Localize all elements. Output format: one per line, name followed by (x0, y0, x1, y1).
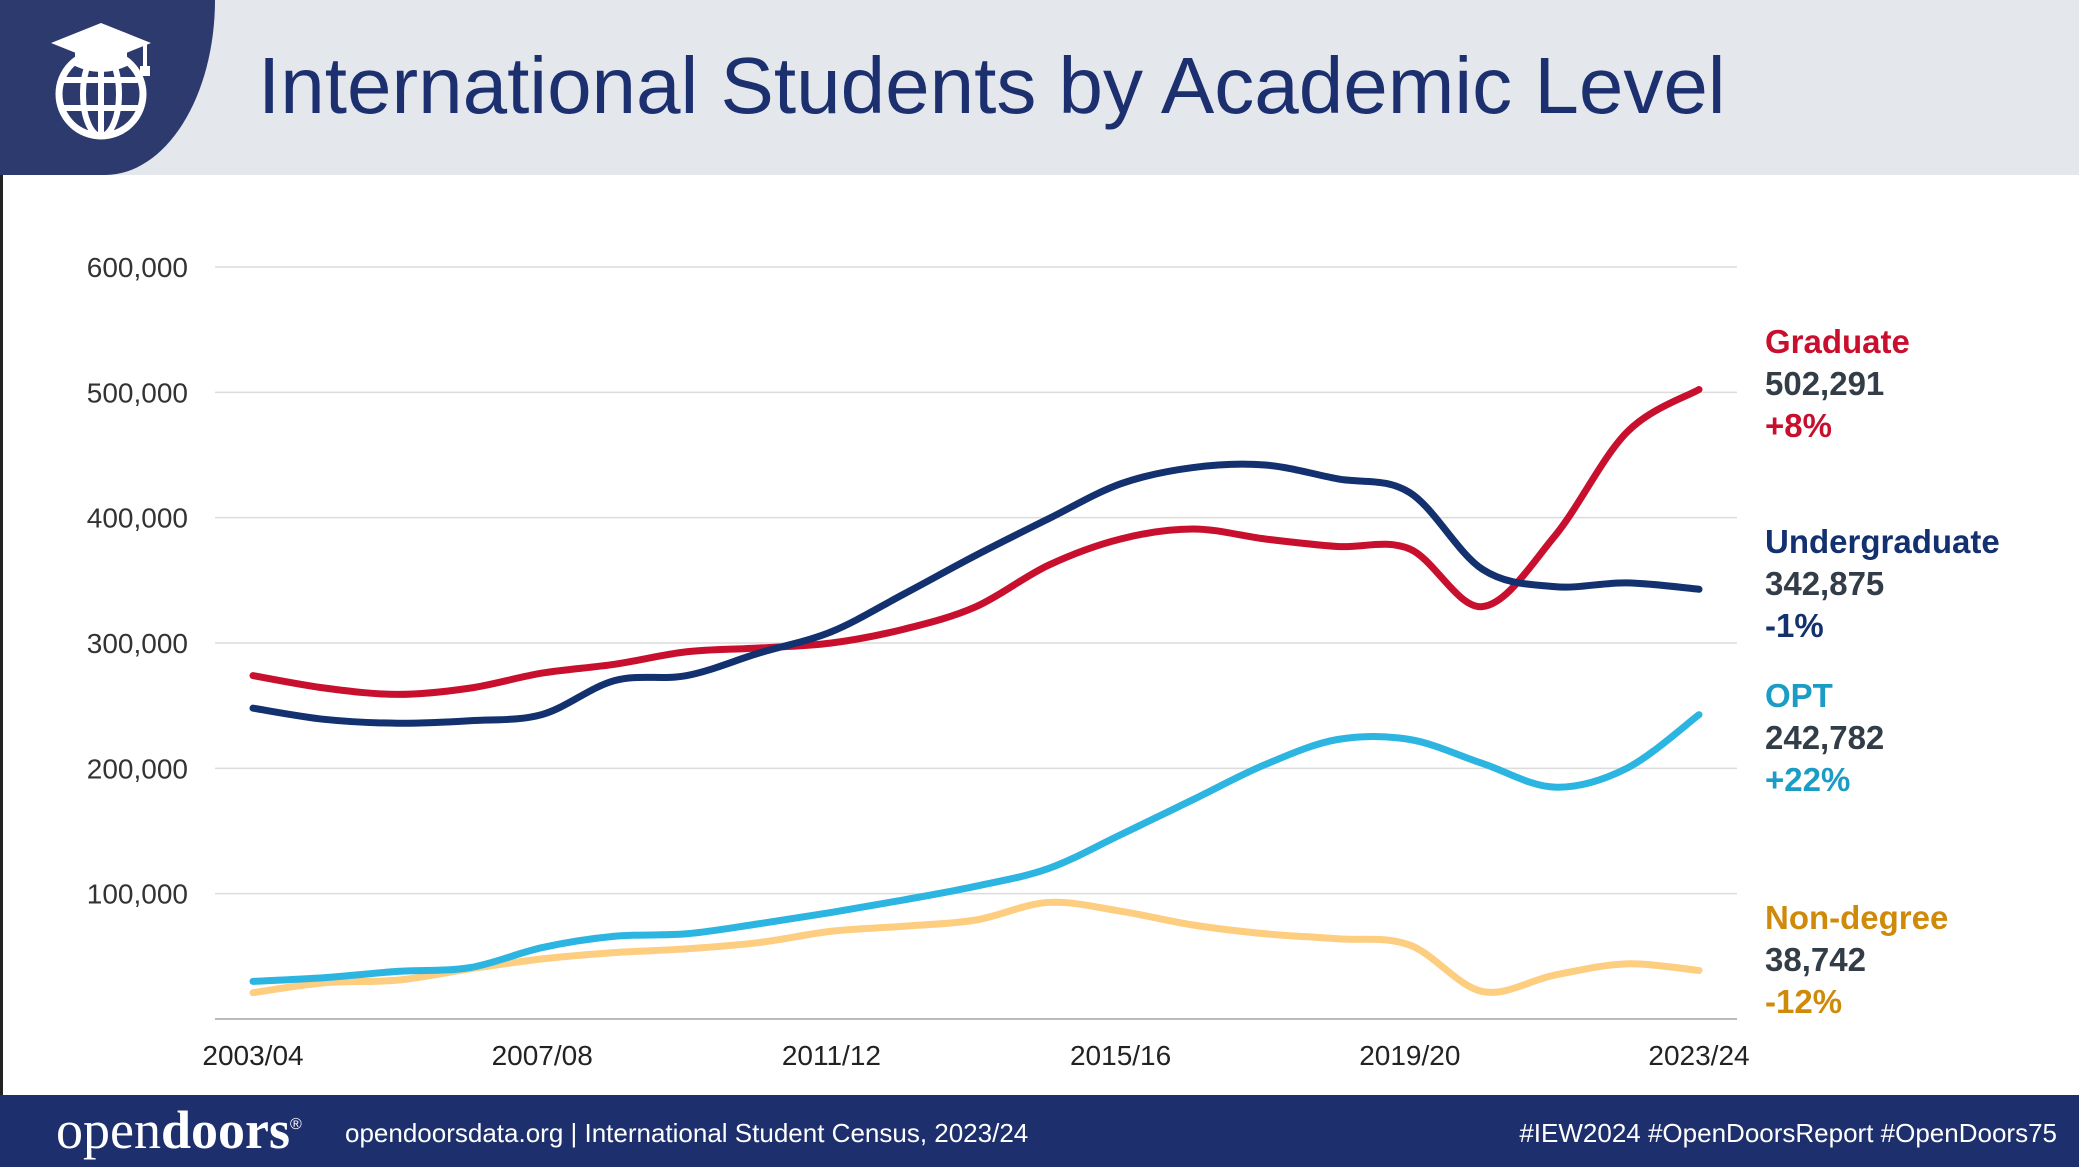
y-tick-label: 500,000 (87, 377, 188, 408)
series-value-label: 242,782 (1765, 719, 1884, 756)
series-lines (249, 385, 1703, 997)
header-bar: International Students by Academic Level (0, 0, 2079, 175)
x-tick-label: 2007/08 (492, 1040, 593, 1071)
x-tick-label: 2019/20 (1359, 1040, 1460, 1071)
series-line-graduate (249, 385, 1703, 698)
series-line-non-degree (249, 898, 1703, 997)
x-tick-label: 2011/12 (782, 1040, 881, 1071)
y-tick-label: 300,000 (87, 628, 188, 659)
grid-lines (215, 266, 1737, 1020)
series-name-label: Non-degree (1765, 899, 1948, 936)
series-value-label: 502,291 (1765, 365, 1884, 402)
y-tick-label: 400,000 (87, 503, 188, 534)
y-tick-label: 200,000 (87, 753, 188, 784)
series-line-opt (249, 711, 1703, 985)
hashtags: #IEW2024 #OpenDoorsReport #OpenDoors75 (1519, 1118, 2057, 1148)
y-tick-label: 100,000 (87, 879, 188, 910)
y-tick-label: 600,000 (87, 252, 188, 283)
series-name-label: OPT (1765, 677, 1833, 714)
series-value-label: 38,742 (1765, 941, 1866, 978)
opendoors-logo: opendoors® (56, 1100, 302, 1160)
x-tick-label: 2023/24 (1648, 1040, 1749, 1071)
x-tick-label: 2015/16 (1070, 1040, 1171, 1071)
y-axis-ticks: 100,000 200,000 300,000 400,000 500,000 600,0… (87, 252, 188, 910)
x-axis-ticks: 2003/04 2007/08 2011/12 2015/16 2019/20 2023/… (202, 1040, 1749, 1071)
graduation-globe-icon (51, 23, 151, 140)
series-name-label: Undergraduate (1765, 523, 2000, 560)
x-tick-label: 2003/04 (202, 1040, 303, 1071)
series-name-label: Graduate (1765, 323, 1910, 360)
series-change-label: +22% (1765, 761, 1850, 798)
series-value-label: 342,875 (1765, 565, 1884, 602)
series-line-undergraduate (249, 460, 1703, 727)
left-border (0, 175, 3, 1095)
logo-badge (0, 0, 215, 175)
series-change-label: +8% (1765, 407, 1832, 444)
series-change-label: -1% (1765, 607, 1824, 644)
footer-bar: opendoors® opendoorsdata.org | Internati… (0, 1095, 2079, 1167)
line-chart: 100,000 200,000 300,000 400,000 500,000 600,0… (87, 252, 2000, 1071)
end-labels: Graduate 502,291 +8% Undergraduate 342,875 -1… (1765, 323, 2000, 1020)
source-text: opendoorsdata.org | International Studen… (345, 1118, 1029, 1148)
series-change-label: -12% (1765, 983, 1842, 1020)
page-title: International Students by Academic Level (258, 41, 1726, 130)
